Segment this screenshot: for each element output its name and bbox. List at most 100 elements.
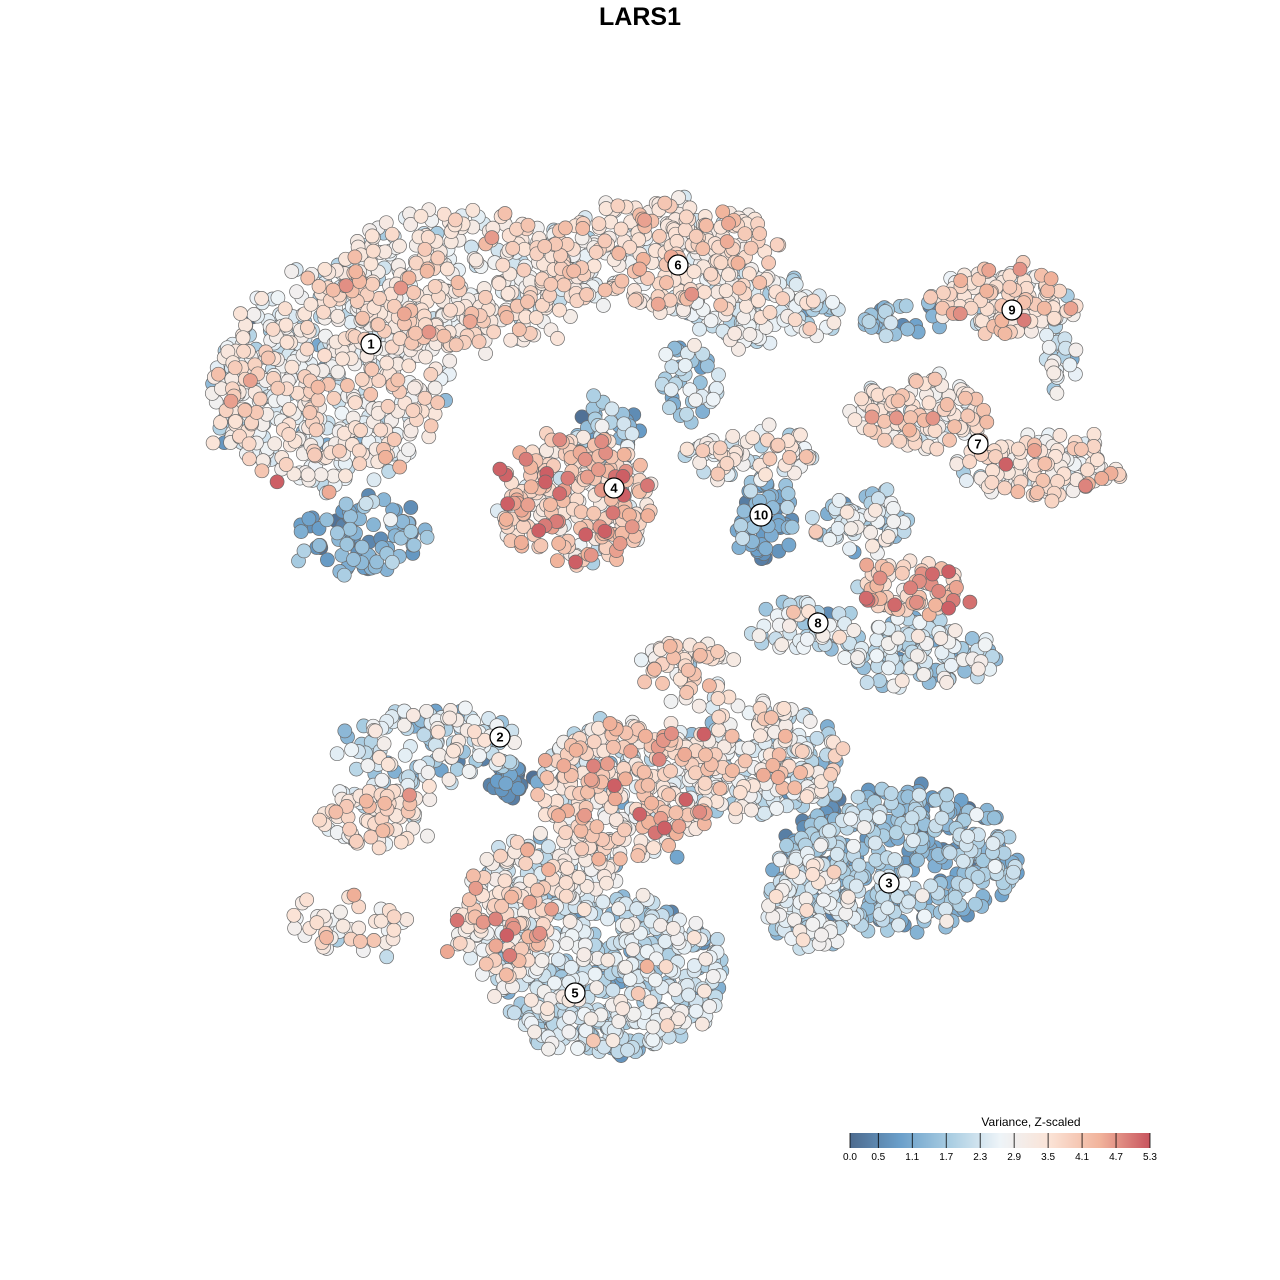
cell-point (421, 324, 437, 340)
cell-point (401, 442, 416, 458)
cell-point (752, 226, 767, 241)
cell-point (504, 889, 519, 905)
cell-point (342, 821, 357, 837)
cell-point (534, 953, 550, 968)
colorbar-tick-label: 4.7 (1109, 1152, 1123, 1163)
cell-point (330, 308, 346, 324)
cell-point (981, 262, 997, 278)
cell-point (761, 255, 776, 271)
cell-point (745, 430, 761, 446)
cluster-label-5: 5 (564, 982, 586, 1004)
cell-point (583, 1011, 599, 1027)
cell-point (576, 947, 592, 962)
cell-point (657, 195, 673, 211)
cell-point (684, 286, 700, 302)
colorbar-tick-label: 5.3 (1143, 1152, 1157, 1163)
cell-point (624, 519, 640, 535)
cell-point (941, 600, 956, 616)
cell-point (269, 474, 285, 490)
cell-point (798, 449, 814, 465)
cell-point (320, 552, 335, 568)
cell-point (910, 852, 925, 868)
cell-point (927, 371, 943, 387)
cell-point (562, 914, 578, 929)
cell-point (418, 349, 433, 365)
cell-point (241, 436, 257, 452)
cell-point (651, 752, 667, 767)
cell-point (336, 567, 352, 583)
cell-point (665, 921, 681, 936)
cell-point (903, 580, 918, 596)
cell-point (550, 952, 566, 968)
cell-point (894, 673, 910, 689)
cell-point (968, 896, 983, 912)
cell-point (589, 980, 605, 996)
cell-point (344, 742, 359, 758)
cell-point (655, 676, 670, 691)
cell-point (443, 302, 458, 318)
cell-point (645, 1019, 661, 1035)
cell-point (600, 756, 615, 772)
cell-point (348, 264, 364, 280)
cell-point (664, 726, 679, 741)
cell-point (809, 730, 825, 746)
cell-point (679, 685, 695, 700)
cell-point (795, 932, 811, 948)
cell-point (1080, 462, 1095, 478)
cell-point (775, 291, 791, 307)
cell-point (908, 374, 924, 389)
cell-point (799, 789, 815, 805)
cell-point (307, 447, 322, 463)
cell-point (335, 351, 350, 367)
cell-point (377, 795, 393, 811)
cell-point (702, 999, 717, 1014)
cell-point (329, 746, 345, 762)
cell-point (813, 837, 829, 853)
cell-point (703, 266, 719, 282)
cluster-label-10: 10 (749, 503, 773, 527)
cell-point (909, 924, 925, 940)
cell-point (867, 502, 883, 518)
cell-point (405, 708, 421, 723)
cell-point (653, 917, 668, 933)
cell-point (442, 353, 458, 369)
cell-point (1036, 300, 1052, 316)
cell-point (832, 629, 847, 645)
cell-point (782, 618, 797, 634)
cell-point (910, 628, 926, 644)
cell-point (637, 674, 652, 690)
cell-point (721, 267, 736, 283)
cell-point (599, 875, 614, 891)
cell-point (916, 667, 932, 682)
cluster-label-text: 10 (754, 508, 768, 523)
cell-point (769, 237, 785, 253)
cell-point (692, 647, 708, 663)
cell-point (421, 778, 437, 794)
cluster-label-8: 8 (807, 612, 829, 634)
cell-point (278, 457, 294, 472)
cell-point (850, 789, 866, 805)
cell-point (390, 372, 406, 388)
cell-point (347, 395, 363, 410)
cell-point (898, 298, 914, 314)
cell-point (332, 443, 347, 459)
cell-point (711, 709, 727, 725)
cell-point (743, 483, 759, 499)
cell-point (586, 388, 601, 404)
cell-point (643, 994, 658, 1010)
cell-point (468, 252, 484, 268)
cell-point (848, 878, 864, 894)
cell-point (591, 462, 606, 477)
cell-point (686, 930, 702, 946)
cell-point (668, 805, 684, 821)
cell-point (742, 327, 758, 342)
cell-point (614, 273, 630, 289)
cell-point (869, 648, 885, 664)
cell-point (958, 878, 974, 893)
cell-point (661, 787, 676, 803)
cell-point (573, 504, 589, 520)
cell-point (847, 412, 863, 428)
cell-point (900, 321, 915, 337)
cell-point (839, 504, 855, 520)
cell-point (887, 852, 903, 867)
